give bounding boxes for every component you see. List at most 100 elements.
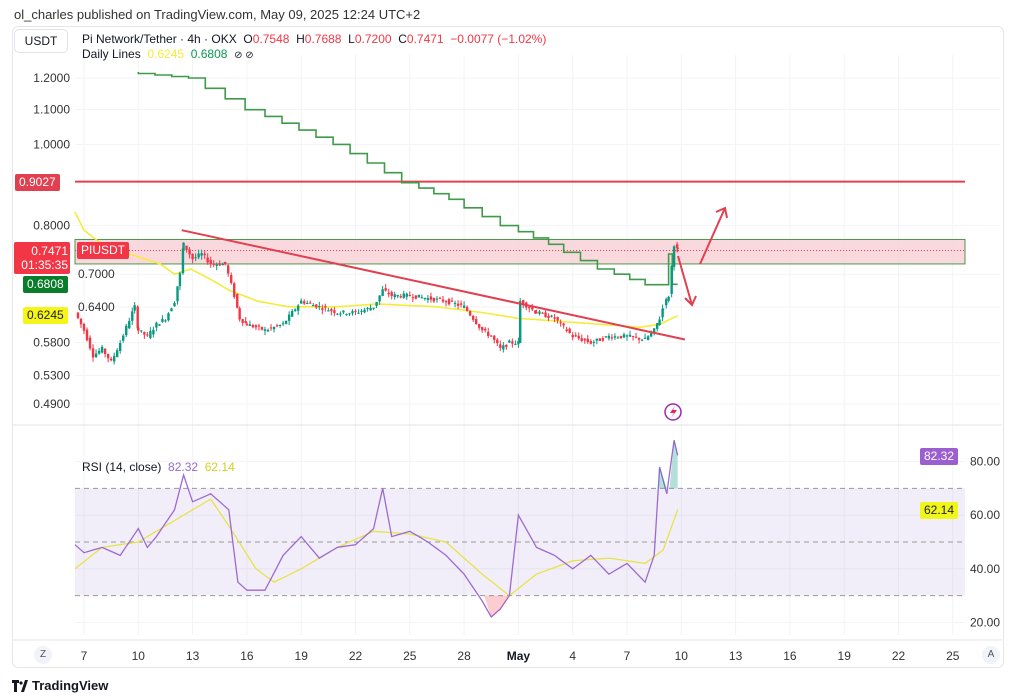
candle-body <box>444 301 448 303</box>
candle <box>556 316 559 324</box>
candle <box>583 338 586 344</box>
candle <box>345 313 348 316</box>
candle-body <box>182 242 185 251</box>
hidden-icons[interactable]: ⊘ ⊘ <box>234 50 254 61</box>
candle <box>223 261 227 266</box>
candle <box>628 330 632 338</box>
candle-body <box>339 313 342 315</box>
candle <box>616 335 620 339</box>
candle <box>146 332 149 337</box>
candle <box>287 311 291 325</box>
candle <box>465 305 469 312</box>
candle-body <box>200 253 203 256</box>
daily-lines-legend[interactable]: Daily Lines 0.6245 0.6808 ⊘ ⊘ <box>82 47 254 61</box>
candle <box>640 338 644 342</box>
candle <box>327 307 330 312</box>
candle <box>519 298 522 344</box>
zoom-z-button[interactable]: Z <box>34 646 52 664</box>
candle <box>233 281 236 299</box>
candle <box>408 291 411 297</box>
x-tick-label: 28 <box>457 649 471 663</box>
candle <box>309 300 312 304</box>
candle-body <box>230 275 233 283</box>
candle-body <box>133 305 136 311</box>
candle <box>251 323 255 329</box>
tradingview-icon <box>12 679 28 692</box>
candle <box>417 294 421 298</box>
candle-body <box>348 313 351 315</box>
candle <box>191 253 194 264</box>
candle <box>613 333 617 340</box>
candle <box>399 293 402 299</box>
candle <box>226 264 230 277</box>
x-tick-label: 22 <box>349 649 363 663</box>
candle <box>103 348 107 358</box>
candle-body <box>481 327 484 331</box>
auto-scale-button[interactable]: A <box>982 646 1000 664</box>
candle-body <box>658 319 661 326</box>
candle <box>535 309 538 314</box>
candle-body <box>420 297 424 299</box>
candle-body <box>405 293 408 297</box>
candle <box>559 319 562 327</box>
candle <box>173 301 176 307</box>
candle-body <box>447 299 451 305</box>
candle <box>230 272 233 285</box>
candle <box>366 306 369 312</box>
candle <box>601 336 605 342</box>
candle <box>128 317 131 329</box>
candle-body <box>318 306 321 308</box>
candle-body <box>387 292 390 295</box>
candle-body <box>275 325 279 327</box>
candle <box>387 288 390 298</box>
rsi-tick-label: 80.00 <box>970 455 1000 469</box>
candle <box>158 323 161 326</box>
candle <box>312 302 315 307</box>
daily-line-yellow <box>74 211 679 329</box>
candle-body <box>604 336 608 338</box>
candle-body <box>607 335 611 339</box>
candle <box>634 332 638 339</box>
candle-body <box>496 339 499 344</box>
open-label: O <box>243 32 253 46</box>
candle-body <box>462 305 466 308</box>
candle <box>336 313 339 316</box>
candle <box>363 307 366 314</box>
candle-body <box>531 307 534 310</box>
candle <box>550 314 553 318</box>
rsi-label: RSI (14, close) <box>82 460 162 474</box>
candle-body <box>550 315 553 317</box>
candle-body <box>303 301 306 304</box>
candle <box>592 339 596 347</box>
candle-body <box>634 336 638 338</box>
candle <box>661 304 664 322</box>
candle <box>381 285 384 297</box>
candle <box>456 300 460 310</box>
resistance-zone <box>74 239 966 265</box>
candle <box>149 327 152 340</box>
candle-body <box>357 312 360 314</box>
candle-body <box>535 312 538 314</box>
candle-body <box>643 337 647 339</box>
candle <box>167 312 170 322</box>
candle <box>324 303 327 312</box>
candle <box>275 323 279 328</box>
candle-body <box>541 312 544 314</box>
price-tick-label: 0.7000 <box>78 267 115 281</box>
daily-line-green <box>137 72 678 286</box>
candle <box>88 335 92 351</box>
price-tick-label: 1.2000 <box>33 71 70 85</box>
candle-body <box>484 328 487 331</box>
currency-button[interactable]: USDT <box>14 29 68 53</box>
candle <box>670 265 673 298</box>
candle-body <box>287 314 291 321</box>
candle-body <box>263 329 267 331</box>
rsi-value-tag: 82.32 <box>920 448 959 465</box>
rsi-ma-line <box>74 498 679 597</box>
candle-body <box>613 336 617 338</box>
candle <box>514 340 517 345</box>
tradingview-logo[interactable]: TradingView <box>12 678 108 693</box>
candle <box>82 322 86 335</box>
candle <box>562 322 565 329</box>
